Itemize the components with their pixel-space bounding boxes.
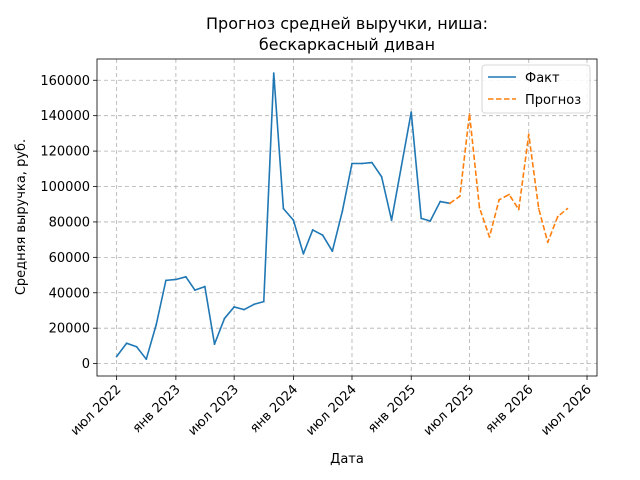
y-tick-label: 100000 — [40, 180, 90, 195]
series-point — [390, 219, 393, 222]
legend-label: Прогноз — [525, 93, 581, 108]
series-point — [527, 133, 530, 136]
series-point — [448, 202, 451, 205]
y-tick-label: 60000 — [49, 251, 90, 266]
series-point — [566, 207, 569, 210]
series-point — [351, 162, 353, 165]
series-point — [517, 208, 520, 211]
series-point — [243, 308, 246, 311]
series-point — [478, 206, 481, 209]
series-point — [361, 162, 363, 165]
series-point — [155, 323, 158, 326]
series-point — [537, 207, 540, 210]
series-point — [311, 228, 314, 231]
series-point — [292, 219, 295, 222]
series-point — [331, 250, 334, 253]
series-point — [410, 111, 413, 114]
y-tick-label: 40000 — [49, 286, 90, 301]
series-point — [556, 215, 559, 218]
plot-frame — [96, 58, 598, 377]
series-point — [203, 285, 206, 288]
series-point — [125, 342, 128, 345]
series-point — [488, 236, 491, 238]
legend: Факт Прогноз — [481, 64, 591, 114]
y-tick-label: 80000 — [49, 215, 90, 230]
series-point — [498, 198, 501, 201]
chart-title-line-1: Прогноз средней выручки, ниша: — [206, 14, 488, 33]
series-point — [439, 200, 442, 203]
series-point — [321, 234, 324, 237]
series-point — [272, 72, 275, 75]
series-point — [193, 289, 196, 292]
series-layer — [115, 72, 569, 361]
series-point — [174, 278, 177, 281]
legend-label: Факт — [525, 71, 560, 86]
series-point — [380, 175, 383, 178]
y-tick-label: 0 — [82, 357, 90, 372]
series-point — [184, 275, 187, 278]
series-point — [341, 210, 344, 213]
series-point — [233, 306, 236, 308]
chart-title-line-2: бескаркасный диван — [259, 35, 435, 54]
series-point — [262, 300, 265, 303]
series-point — [400, 166, 403, 168]
series-point — [253, 303, 256, 306]
y-tick-label: 160000 — [40, 74, 90, 89]
series-point — [145, 358, 148, 361]
series-point — [223, 317, 226, 320]
series-point — [302, 252, 305, 255]
series-point — [213, 343, 216, 346]
y-tick-label: 20000 — [49, 322, 90, 337]
series-point — [115, 355, 118, 358]
series-point — [429, 220, 432, 222]
series-point — [458, 195, 461, 198]
x-axis-label: Дата — [330, 452, 364, 467]
series-point — [282, 207, 285, 210]
series-point — [508, 193, 511, 196]
y-axis-label: Средняя выручка, руб. — [14, 139, 29, 295]
series-point — [164, 279, 167, 282]
series-point — [135, 345, 138, 348]
y-tick-label: 120000 — [40, 145, 90, 160]
series-point — [371, 161, 373, 164]
y-tick-label: 140000 — [40, 109, 90, 124]
series-point — [468, 112, 471, 115]
series-point — [420, 217, 423, 220]
series-point — [546, 241, 549, 244]
